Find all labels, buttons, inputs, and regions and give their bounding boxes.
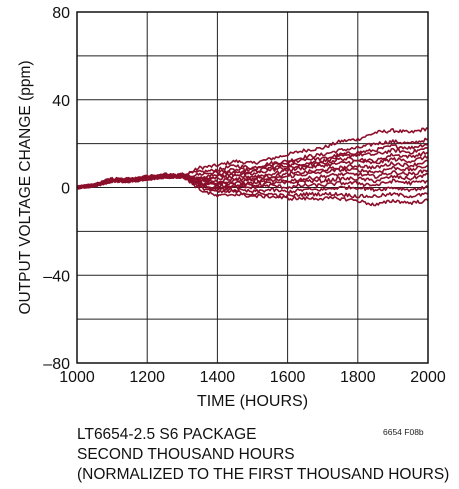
grid [77, 12, 428, 363]
note-package: LT6654-2.5 S6 PACKAGE [77, 426, 257, 443]
figure-id: 6654 F08b [383, 427, 424, 437]
y-tick-labels: –80 –40 0 40 80 [43, 5, 70, 373]
x-tick-label: 1800 [340, 369, 376, 386]
x-tick-label: 1000 [59, 369, 95, 386]
y-axis-label: OUTPUT VOLTAGE CHANGE (ppm) [17, 60, 34, 314]
y-tick-label: 40 [52, 93, 70, 110]
note-normalization: (NORMALIZED TO THE FIRST THOUSAND HOURS) [77, 466, 450, 483]
note-period: SECOND THOUSAND HOURS [77, 446, 295, 463]
y-tick-label: –80 [43, 356, 70, 373]
x-tick-label: 1400 [200, 369, 236, 386]
x-axis-label: TIME (HOURS) [197, 393, 308, 410]
series-line [76, 173, 429, 207]
x-tick-label: 1200 [129, 369, 165, 386]
x-tick-label: 1600 [270, 369, 306, 386]
y-tick-label: –40 [43, 268, 70, 285]
y-tick-label: 80 [52, 5, 70, 22]
plot-frame [76, 11, 429, 364]
x-tick-label: 2000 [410, 369, 446, 386]
y-tick-label: 0 [61, 181, 70, 198]
series-group [76, 127, 429, 207]
x-tick-labels: 1000 1200 1400 1600 1800 2000 [59, 369, 446, 386]
series-line [76, 174, 429, 195]
